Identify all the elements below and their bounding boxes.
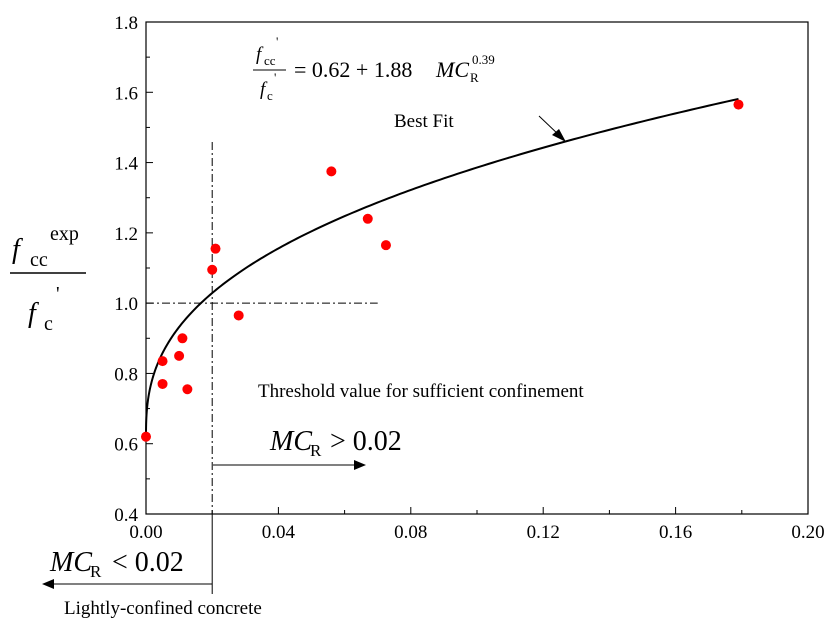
best-fit-curve xyxy=(145,97,739,437)
ylabel-den-sup: ' xyxy=(56,283,60,305)
threshold-text: Threshold value for sufficient confineme… xyxy=(258,381,584,402)
data-point xyxy=(362,213,373,224)
x-tick-label: 0.00 xyxy=(129,522,162,543)
eq-den-sup: ' xyxy=(274,70,276,85)
ylabel-num-sup: exp xyxy=(50,223,79,245)
data-point xyxy=(233,310,244,321)
ylabel-num-base: f xyxy=(12,234,23,265)
eq-rhs-sup: 0.39 xyxy=(472,52,495,67)
data-points xyxy=(141,99,744,442)
eq-den-base: f xyxy=(260,79,268,100)
sufficient-confinement-annotation: MC R > 0.02 xyxy=(213,426,402,470)
lightly-confined-text: Lightly-confined concrete xyxy=(64,598,262,619)
eq-den-sub: c xyxy=(267,88,273,103)
eq-num-base: f xyxy=(256,44,264,65)
y-tick-label: 0.4 xyxy=(114,505,138,526)
x-tick-label: 0.08 xyxy=(394,522,427,543)
data-point xyxy=(174,350,185,361)
data-point xyxy=(182,384,193,395)
data-point xyxy=(380,240,391,251)
left-arrow-var: MC xyxy=(49,547,92,578)
eq-rhs-sub: R xyxy=(470,70,479,85)
fit-equation: f cc ' f c ' = 0.62 + 1.88 MC R 0.39 xyxy=(253,34,495,103)
data-point xyxy=(733,99,744,110)
left-arrow-rel: < 0.02 xyxy=(112,547,184,578)
data-point xyxy=(177,333,188,344)
right-arrow-var: MC xyxy=(269,426,312,457)
x-axis: 0.00 0.04 0.08 0.12 0.16 0.20 xyxy=(129,507,825,543)
data-point xyxy=(207,264,218,275)
x-tick-label: 0.04 xyxy=(262,522,296,543)
y-tick-label: 1.0 xyxy=(114,294,138,315)
data-point xyxy=(326,166,337,177)
x-tick-label: 0.16 xyxy=(659,522,692,543)
right-arrow-head xyxy=(354,460,366,470)
y-tick-label: 1.6 xyxy=(114,83,138,104)
eq-rhs-prefix: = 0.62 + 1.88 xyxy=(294,57,412,82)
ylabel-den-base: f xyxy=(28,298,39,329)
ylabel-num-sub: cc xyxy=(30,249,48,271)
eq-rhs-var: MC xyxy=(435,57,469,82)
y-tick-label: 1.4 xyxy=(114,154,138,175)
best-fit-label: Best Fit xyxy=(394,111,454,132)
y-tick-label: 0.6 xyxy=(114,435,138,456)
y-tick-label: 0.8 xyxy=(114,364,138,385)
data-point xyxy=(157,378,168,389)
ylabel-den-sub: c xyxy=(44,313,53,335)
y-tick-label: 1.2 xyxy=(114,224,138,245)
eq-num-sub: cc xyxy=(264,53,276,68)
eq-num-sup: ' xyxy=(276,34,278,49)
right-arrow-rel: > 0.02 xyxy=(330,426,402,457)
y-axis-label: f cc exp f c ' xyxy=(10,223,86,335)
data-point xyxy=(210,243,221,254)
lightly-confined-annotation: MC R < 0.02 xyxy=(42,547,212,589)
data-point xyxy=(141,431,151,442)
left-arrow-sub: R xyxy=(90,562,102,581)
x-tick-label: 0.20 xyxy=(791,522,824,543)
y-tick-label: 1.8 xyxy=(114,13,138,34)
x-tick-label: 0.12 xyxy=(527,522,560,543)
right-arrow-sub: R xyxy=(310,441,322,460)
best-fit-pointer-head xyxy=(552,129,566,142)
left-arrow-head xyxy=(42,579,54,589)
data-point xyxy=(157,356,168,367)
y-axis: 0.4 0.6 0.8 1.0 1.2 1.4 1.6 1.8 xyxy=(114,13,153,526)
